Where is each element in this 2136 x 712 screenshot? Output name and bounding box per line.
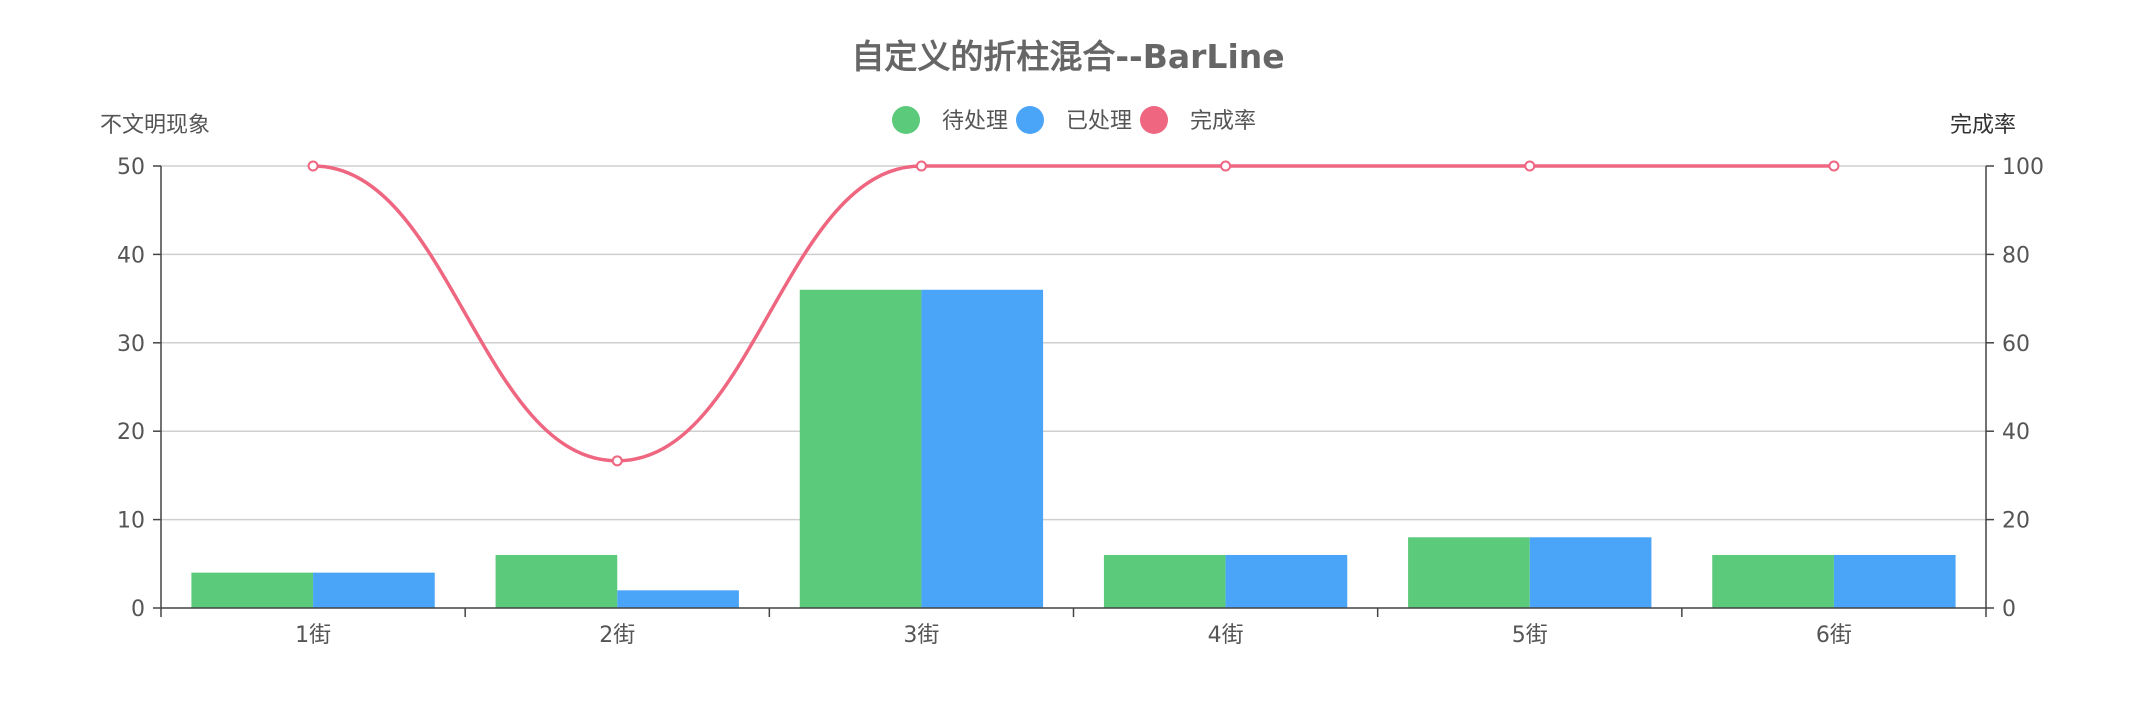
line-layer bbox=[307, 160, 1840, 467]
left-axis-tick-label: 20 bbox=[117, 420, 145, 445]
x-axis-tick-label: 4街 bbox=[1208, 623, 1244, 648]
left-axis-tick-label: 50 bbox=[117, 155, 145, 180]
right-axis-tick-label: 80 bbox=[2002, 243, 2030, 268]
left-axis-tick-label: 30 bbox=[117, 332, 145, 357]
bar bbox=[921, 289, 1044, 608]
line-point bbox=[915, 160, 927, 172]
x-axis-tick-label: 6街 bbox=[1816, 623, 1852, 648]
right-axis-tick-label: 20 bbox=[2002, 509, 2030, 534]
legend-marker bbox=[1140, 106, 1168, 134]
left-axis-tick-label: 0 bbox=[131, 597, 145, 622]
line-point bbox=[611, 455, 623, 467]
x-axis-tick-label: 3街 bbox=[903, 623, 939, 648]
bar bbox=[1529, 537, 1652, 608]
x-axis-tick-label: 1街 bbox=[295, 623, 331, 648]
x-axis-tick-label: 2街 bbox=[599, 623, 635, 648]
left-axis-label: 不文明现象 bbox=[100, 113, 210, 138]
left-axis-tick-label: 10 bbox=[117, 509, 145, 534]
right-axis-tick-label: 100 bbox=[2002, 155, 2044, 180]
legend-label: 待处理 bbox=[942, 109, 1008, 134]
bar bbox=[1712, 554, 1834, 608]
legend-item[interactable]: 已处理 bbox=[1016, 106, 1132, 134]
bar bbox=[191, 572, 314, 608]
bar bbox=[313, 572, 435, 608]
line-point bbox=[1220, 160, 1232, 172]
axis-layer: 0 10 20 30 40 50 0 20 40 60 80 100 1街 2街 3街 4街 5街 6街 bbox=[117, 155, 2044, 648]
line-series-path bbox=[313, 164, 1834, 463]
legend-item[interactable]: 完成率 bbox=[1140, 106, 1256, 134]
chart-title: 自定义的折柱混合--BarLine bbox=[851, 37, 1284, 76]
line-point bbox=[1828, 160, 1840, 172]
legend-marker bbox=[1016, 106, 1044, 134]
x-axis-tick-label: 5街 bbox=[1512, 623, 1548, 648]
bar bbox=[617, 590, 739, 608]
bar bbox=[799, 289, 922, 608]
legend-label: 完成率 bbox=[1190, 109, 1256, 134]
right-axis-tick-label: 0 bbox=[2002, 597, 2016, 622]
left-axis-tick-label: 40 bbox=[117, 243, 145, 268]
bar bbox=[1225, 554, 1348, 608]
bar bbox=[1103, 554, 1226, 608]
bars-layer bbox=[191, 289, 1956, 608]
legend-marker bbox=[892, 106, 920, 134]
legend-item[interactable]: 待处理 bbox=[892, 106, 1008, 134]
bar bbox=[495, 554, 618, 608]
line-point bbox=[307, 160, 319, 172]
right-axis-tick-label: 40 bbox=[2002, 420, 2030, 445]
right-axis-label: 完成率 bbox=[1950, 113, 2016, 138]
grid-layer bbox=[161, 165, 1986, 521]
legend-label: 已处理 bbox=[1066, 109, 1132, 134]
bar bbox=[1408, 537, 1530, 608]
right-axis-tick-label: 60 bbox=[2002, 332, 2030, 357]
legend[interactable]: 待处理 已处理 完成率 bbox=[892, 106, 1256, 134]
bar bbox=[1833, 554, 1956, 608]
line-point bbox=[1524, 160, 1536, 172]
